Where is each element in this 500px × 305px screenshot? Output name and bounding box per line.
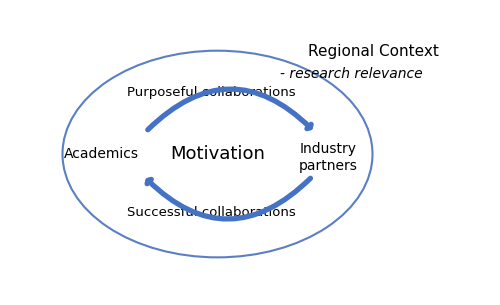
Text: Motivation: Motivation — [170, 145, 265, 163]
FancyArrowPatch shape — [148, 89, 311, 130]
Text: - research relevance: - research relevance — [280, 67, 423, 81]
Text: Industry
partners: Industry partners — [298, 142, 358, 173]
FancyArrowPatch shape — [147, 178, 310, 219]
Text: Purposeful collaborations: Purposeful collaborations — [128, 86, 296, 99]
Text: Successful collaborations: Successful collaborations — [128, 206, 296, 219]
Text: Regional Context: Regional Context — [308, 44, 438, 59]
Text: Academics: Academics — [64, 147, 139, 161]
